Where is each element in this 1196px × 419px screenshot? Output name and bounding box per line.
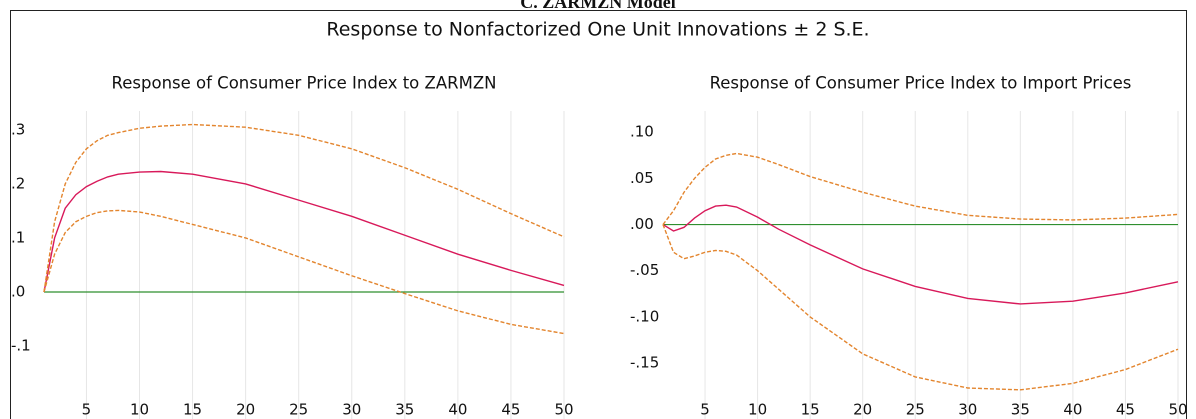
- y-tick-label: -.1: [11, 336, 31, 354]
- x-tick-label: 40: [448, 401, 467, 419]
- x-tick-label: 15: [801, 401, 820, 419]
- y-tick-label: -.05: [630, 261, 659, 279]
- y-tick-label: .3: [11, 120, 25, 138]
- y-tick-label: -.10: [630, 307, 659, 325]
- x-tick-label: 25: [906, 401, 925, 419]
- x-tick-label: 35: [1011, 401, 1030, 419]
- band-line: [43, 123, 565, 293]
- band-line: [662, 152, 1179, 225]
- y-tick-label: .0: [11, 282, 25, 300]
- x-tick-label: 10: [748, 401, 767, 419]
- panel-title: Response of Consumer Price Index to ZARM…: [112, 74, 497, 93]
- band-line: [43, 209, 565, 335]
- response-line: [662, 204, 1179, 305]
- response-line: [43, 170, 565, 293]
- y-tick-label: .1: [11, 228, 25, 246]
- x-tick-label: 30: [342, 401, 361, 419]
- heading: C. ZARMZN Model: [520, 0, 676, 12]
- x-tick-label: 25: [289, 401, 308, 419]
- x-tick-label: 5: [700, 401, 710, 419]
- panel-title: Response of Consumer Price Index to Impo…: [710, 74, 1132, 93]
- x-tick-label: 50: [554, 401, 573, 419]
- x-tick-label: 30: [958, 401, 977, 419]
- y-tick-label: -.15: [630, 354, 659, 372]
- y-tick-label: .00: [630, 215, 654, 233]
- frame: [10, 10, 1187, 419]
- x-tick-label: 50: [1168, 401, 1187, 419]
- figure-title: Response to Nonfactorized One Unit Innov…: [326, 19, 869, 41]
- x-tick-label: 15: [183, 401, 202, 419]
- x-tick-label: 20: [853, 401, 872, 419]
- y-tick-label: .2: [11, 174, 25, 192]
- x-tick-label: 45: [501, 401, 520, 419]
- y-tick-label: .10: [630, 123, 654, 141]
- x-tick-label: 40: [1063, 401, 1082, 419]
- x-tick-label: 35: [395, 401, 414, 419]
- band-line: [662, 224, 1179, 391]
- x-tick-label: 20: [236, 401, 255, 419]
- y-tick-label: .05: [630, 169, 654, 187]
- x-tick-label: 5: [82, 401, 92, 419]
- x-tick-label: 10: [130, 401, 149, 419]
- x-tick-label: 45: [1116, 401, 1135, 419]
